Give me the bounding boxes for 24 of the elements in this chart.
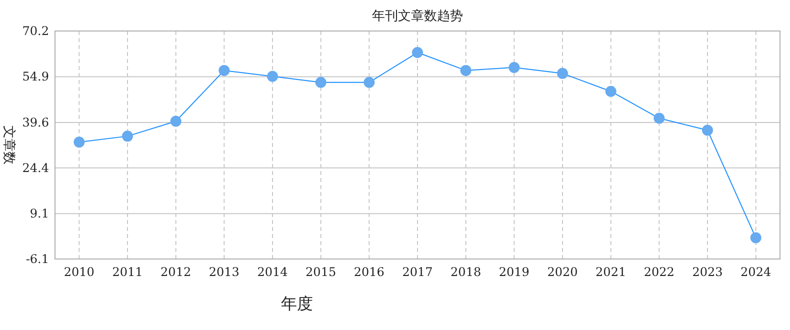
x-tick-label: 2016 [354, 265, 384, 279]
x-tick-label: 2023 [692, 265, 723, 279]
x-axis-title: 年度 [281, 294, 313, 313]
x-tick-label: 2012 [160, 265, 192, 279]
x-tick-label: 2024 [740, 265, 772, 279]
x-tick-label: 2010 [64, 265, 94, 279]
y-tick-label: 9.1 [30, 206, 49, 221]
x-tick-label: 2021 [596, 265, 626, 279]
x-tick-label: 2014 [257, 265, 288, 279]
chart-title: 年刊文章数趋势 [372, 9, 463, 24]
y-tick-label: 39.6 [22, 115, 49, 130]
x-tick-label: 2018 [450, 265, 482, 279]
y-tick-label: 70.2 [22, 24, 49, 38]
x-tick-label: 2015 [306, 265, 336, 279]
x-tick-label: 2020 [547, 265, 578, 279]
y-axis-title: 文章数 [1, 126, 16, 164]
y-tick-label: -6.1 [26, 252, 49, 266]
x-tick-label: 2022 [644, 265, 674, 279]
x-tick-label: 2019 [498, 265, 530, 279]
y-tick-label: 24.4 [22, 160, 50, 175]
x-tick-label: 2013 [208, 265, 240, 279]
x-tick-label: 2011 [112, 265, 143, 279]
x-tick-label: 2017 [402, 265, 433, 279]
y-tick-label: 54.9 [22, 70, 49, 84]
